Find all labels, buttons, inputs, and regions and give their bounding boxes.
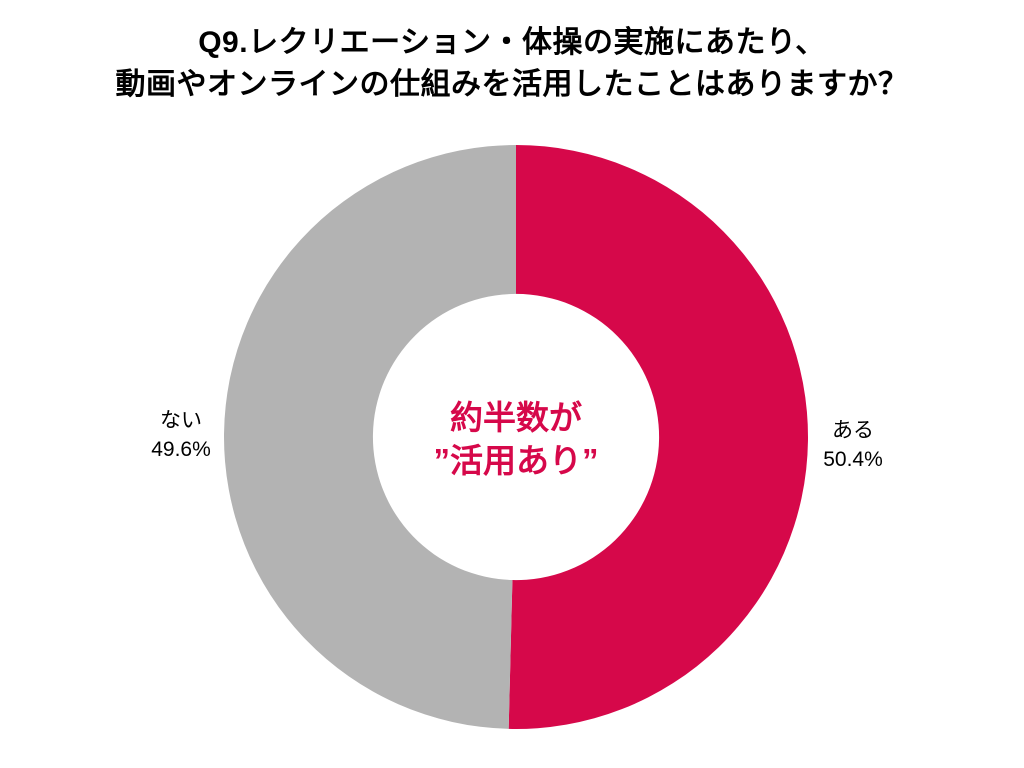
chart-title-line1: Q9.レクリエーション・体操の実施にあたり、 [198, 26, 826, 59]
slice-label-aru: ある 50.4% [773, 416, 933, 474]
slice-label-aru-name: ある [832, 419, 874, 442]
center-annotation-line2: ”活用あり” [433, 442, 599, 479]
donut-slice-ある [508, 145, 809, 729]
slice-label-nai: ない 49.6% [101, 406, 261, 464]
slice-label-nai-value: 49.6% [151, 438, 211, 461]
slice-label-aru-value: 50.4% [823, 448, 883, 471]
donut-center-annotation: 約半数が ”活用あり” [366, 396, 666, 482]
chart-title-line2: 動画やオンラインの仕組みを活用したことはありますか？ [115, 68, 909, 101]
slice-label-nai-name: ない [160, 409, 202, 432]
chart-title: Q9.レクリエーション・体操の実施にあたり、 動画やオンラインの仕組みを活用した… [0, 22, 1024, 106]
donut-slice-ない [224, 145, 516, 729]
center-annotation-line1: 約半数が [450, 399, 582, 436]
